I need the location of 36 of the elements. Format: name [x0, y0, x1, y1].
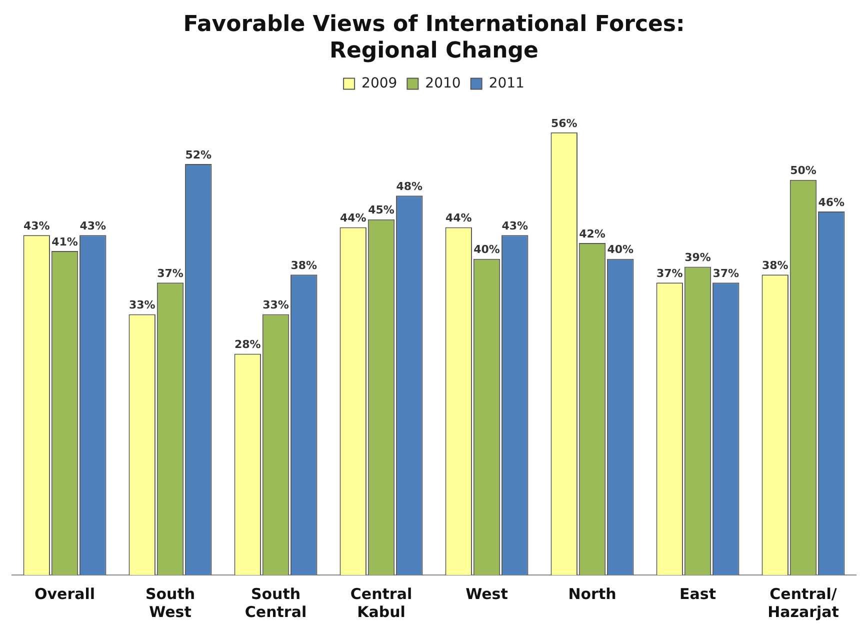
data-label: 42%: [579, 227, 606, 240]
data-label: 28%: [234, 338, 261, 352]
data-label: 39%: [684, 251, 711, 264]
data-label: 33%: [128, 298, 156, 312]
legend-label: 2009: [362, 75, 398, 92]
data-label: 33%: [262, 298, 289, 312]
data-label: 40%: [474, 243, 500, 256]
data-label: 37%: [712, 266, 740, 280]
x-tick-label: West: [466, 584, 508, 603]
data-label: 44%: [445, 212, 472, 225]
data-label: 45%: [368, 204, 394, 217]
x-tick-label: Overall: [34, 584, 96, 603]
chart-title: Favorable Views of International Forces: Regional Change: [183, 12, 685, 64]
data-label: 44%: [340, 212, 366, 225]
data-label: 38%: [290, 259, 318, 272]
data-label: 38%: [762, 259, 788, 272]
data-label: 52%: [185, 148, 212, 162]
legend-label: 2011: [488, 75, 524, 92]
data-label: 50%: [790, 164, 816, 178]
x-tick-label: South West: [145, 584, 196, 621]
data-label: 43%: [23, 220, 50, 233]
x-tick-label: Central Kabul: [350, 584, 412, 621]
data-label: 46%: [818, 196, 845, 209]
data-label: 41%: [52, 235, 78, 248]
data-label: 37%: [656, 266, 683, 280]
data-label: 48%: [396, 180, 423, 193]
data-label: 40%: [607, 243, 634, 256]
x-tick-label: South Central: [244, 584, 307, 621]
data-label: 37%: [157, 266, 184, 280]
x-tick-label: East: [680, 584, 716, 603]
x-tick-label: North: [568, 584, 616, 603]
legend-label: 2010: [425, 75, 461, 92]
x-tick-label: Central/Hazarjat: [768, 584, 839, 621]
data-label: 56%: [550, 116, 578, 130]
data-label: 43%: [502, 220, 528, 233]
data-label: 43%: [80, 220, 106, 233]
